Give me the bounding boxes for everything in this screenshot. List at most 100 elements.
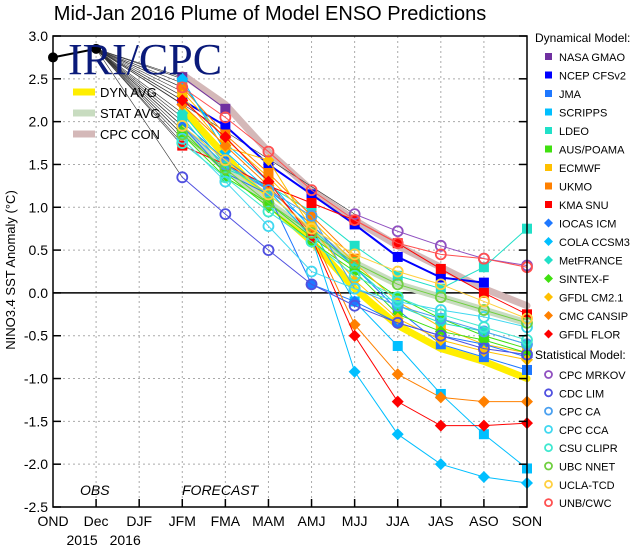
point-csu-clipr	[176, 137, 189, 149]
x-tick-label: ASO	[469, 513, 499, 529]
point-unb-cwc	[434, 248, 447, 261]
point-gfdl-flor	[477, 419, 490, 432]
fan-line-ldeo	[95, 48, 183, 118]
point-unb-cwc	[219, 111, 232, 124]
point-ncep-cfsv2	[392, 251, 403, 262]
fan-line-gfdl-cm2-1	[95, 48, 183, 97]
x-tick-label: JAS	[428, 513, 454, 529]
observed-point	[91, 43, 102, 54]
point-unb-cwc	[391, 237, 404, 250]
point-csu-clipr	[391, 291, 404, 304]
legend-label: CMC CANSIP	[559, 311, 628, 323]
point-nasa-gmao	[220, 103, 231, 114]
forecast-annotation: FORECAST	[182, 482, 260, 498]
legend-label: GFDL FLOR	[559, 330, 620, 342]
point-cpc-mrkov	[434, 239, 447, 252]
x-tick-label: DJF	[126, 513, 152, 529]
year-label: 2016	[110, 532, 141, 546]
legend-item-cmc-cansip: CMC CANSIP	[544, 311, 628, 323]
point-cmc-cansip	[391, 368, 404, 381]
point-ucla-tcd	[434, 278, 447, 291]
y-tick-label: 0.5	[29, 242, 49, 258]
fan-line-cpc-cca	[95, 48, 183, 139]
legend-label: CPC MRKOV	[559, 370, 626, 382]
legend-item-ucla-tcd: UCLA-TCD	[544, 480, 615, 492]
point-cpc-ca	[391, 299, 404, 312]
fan-line-jma	[95, 48, 183, 122]
fan-line-metfrance	[95, 48, 183, 114]
legend-marker	[545, 90, 552, 97]
legend-label: UCLA-TCD	[559, 480, 615, 492]
point-cpc-ca	[434, 312, 447, 325]
legend-label: LDEO	[559, 126, 589, 138]
point-ncep-cfsv2	[478, 277, 489, 288]
point-cdc-lim	[348, 299, 361, 312]
legend-marker	[544, 218, 553, 228]
point-cdc-lim	[219, 208, 232, 221]
year-label: 2015	[67, 532, 98, 546]
fan-line-gfdl-flor	[95, 48, 183, 101]
point-ubc-nnet	[305, 227, 318, 239]
point-kma-snu	[478, 287, 489, 298]
legend-item-nasa-gmao: NASA GMAO	[545, 52, 625, 64]
point-gfdl-flor	[176, 94, 189, 107]
point-cdc-lim	[434, 329, 447, 342]
point-ucla-tcd	[305, 222, 318, 235]
point-cpc-ca	[478, 325, 490, 338]
legend-marker	[544, 443, 553, 453]
point-csu-clipr	[434, 308, 447, 321]
inset-legend-label-cpc-con: CPC CON	[100, 127, 160, 142]
point-kma-snu	[177, 140, 188, 151]
point-cdc-lim	[176, 171, 189, 184]
point-ubc-nnet	[176, 128, 189, 141]
line-unb-cwc	[181, 86, 528, 268]
point-cpc-cca	[391, 295, 404, 308]
fan-line-ubc-nnet	[95, 48, 183, 135]
series-csu-clipr	[176, 137, 533, 346]
legend-marker	[544, 370, 553, 379]
legend-item-gfdl-flor: GFDL FLOR	[544, 329, 620, 342]
legend-label: CDC LIM	[559, 388, 604, 400]
iri-cpc-logo: IRI/CPC	[68, 35, 222, 84]
legend-label: ECMWF	[559, 163, 601, 175]
line-ncep-cfsv2	[181, 99, 485, 284]
legend-item-cdc-lim: CDC LIM	[544, 388, 604, 400]
legend-item-unb-cwc: UNB/CWC	[544, 498, 612, 510]
legend-label: KMA SNU	[559, 200, 609, 212]
point-cola-ccsm3	[176, 72, 189, 85]
point-ubc-nnet	[434, 291, 447, 304]
legend-item-cpc-ca: CPC CA	[544, 407, 601, 419]
point-ncep-cfsv2	[435, 272, 446, 283]
legend-marker	[544, 424, 553, 434]
chart-title: Mid-Jan 2016 Plume of Model ENSO Predict…	[54, 3, 486, 25]
legend-marker	[545, 71, 552, 79]
x-tick-labels: OND Dec DJF JFM FMA MAM AMJ MJJ JJA JAS ASO SON 2015…	[37, 513, 542, 546]
x-tick-label: AMJ	[298, 513, 326, 529]
x-tick-label: MAM	[252, 513, 285, 529]
y-tick-label: -1.0	[24, 371, 48, 387]
point-csu-clipr	[219, 171, 232, 184]
point-ubc-nnet	[219, 162, 232, 175]
y-tick-label: -1.5	[24, 413, 48, 429]
point-csu-clipr	[478, 321, 490, 334]
point-cpc-mrkov	[391, 225, 404, 238]
legend-dynamical-title: Dynamical Model:	[535, 31, 630, 45]
legend-marker	[545, 108, 552, 116]
point-sintex-f	[477, 334, 490, 347]
point-cmc-cansip	[477, 395, 490, 408]
point-unb-cwc	[348, 214, 361, 227]
y-tick-labels: 3.0 2.5 2.0 1.5 1.0 0.5 0.0 -0.5 -1.0 -1.5 -2.0 -2.…	[24, 28, 48, 515]
legend-label: NCEP CFSv2	[559, 71, 626, 83]
point-ucla-tcd	[176, 120, 189, 132]
legend-item-iocas-icm: IOCAS ICM	[544, 218, 616, 231]
legend-marker	[544, 237, 553, 246]
legend-item-ncep-cfsv2: NCEP CFSv2	[545, 71, 626, 83]
x-tick-label: JFM	[169, 513, 196, 529]
y-tick-label: 2.5	[29, 71, 49, 87]
legend-label: COLA CCSM3	[559, 237, 630, 249]
line-nasa-gmao	[181, 76, 226, 110]
legend-label: NASA GMAO	[559, 52, 625, 64]
point-cpc-mrkov	[348, 208, 361, 221]
y-tick-label: 2.0	[29, 114, 49, 130]
fan-line-cdc-lim	[95, 48, 183, 178]
